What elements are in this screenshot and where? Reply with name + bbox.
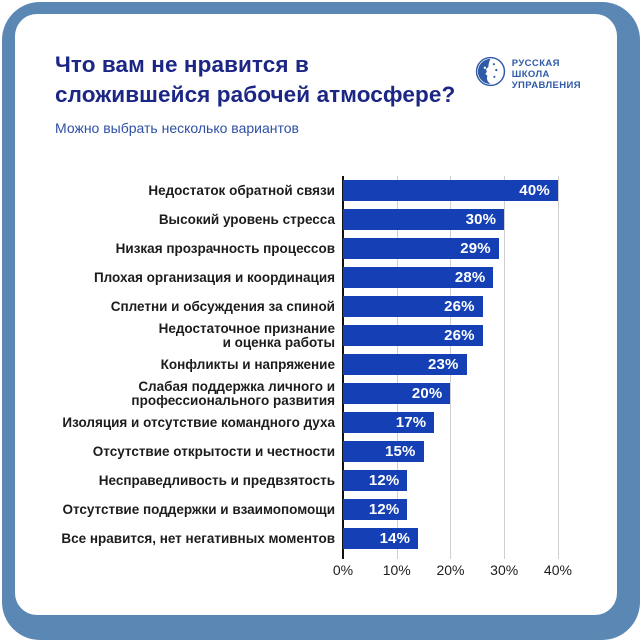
chart-row: Плохая организация и координация 28% (55, 263, 597, 292)
bar-track: 15% (343, 441, 595, 462)
rsu-globe-face-icon (475, 56, 506, 92)
chart-row: Изоляция и отсутствие командного духа 17% (55, 408, 597, 437)
bar: 40% (343, 180, 558, 201)
bar-track: 29% (343, 238, 595, 259)
chart-row: Отсутствие открытости и честности 15% (55, 437, 597, 466)
bar-value-label: 15% (384, 443, 416, 460)
category-label: Отсутствие открытости и честности (92, 443, 335, 459)
bar-value-label: 26% (444, 298, 475, 315)
category-label: Сплетни и обсуждения за спиной (110, 298, 335, 314)
bar-track: 12% (343, 470, 595, 491)
plot-area: Недостаток обратной связи 40% Высокий уров… (55, 176, 597, 553)
chart-row: Все нравится, нет негативных моментов 14% (55, 524, 597, 553)
x-axis-label: 20% (436, 562, 465, 578)
bar-chart: Недостаток обратной связи 40% Высокий уров… (55, 176, 597, 583)
infographic-card: Что вам не нравится в сложившейся рабоче… (15, 14, 617, 615)
bar-value-label: 29% (460, 240, 491, 257)
bar: 17% (343, 412, 435, 433)
chart-row: Низкая прозрачность процессов 29% (55, 234, 597, 263)
x-axis: 0% 10% 20% 30% 40% (333, 553, 595, 583)
x-axis-label: 30% (490, 562, 519, 578)
header-text: Что вам не нравится в сложившейся рабоче… (55, 50, 465, 136)
logo-text: РУССКАЯ ШКОЛА УПРАВЛЕНИЯ (512, 58, 581, 91)
bar-value-label: 20% (411, 385, 443, 402)
axis-tick (504, 553, 506, 559)
gridline (557, 176, 559, 553)
bar-track: 12% (343, 499, 595, 520)
logo-line-2: ШКОЛА (511, 68, 550, 80)
logo-line-3: УПРАВЛЕНИЯ (511, 79, 581, 91)
axis-tick (396, 553, 398, 559)
bar-value-label: 30% (465, 211, 497, 228)
category-label: Высокий уровень стресса (158, 211, 335, 227)
bar-track: 28% (343, 267, 595, 288)
axis-tick (450, 553, 452, 559)
bar: 15% (343, 441, 424, 462)
category-label: Недостаток обратной связи (148, 182, 335, 198)
bar-track: 26% (343, 296, 595, 317)
logo-line-1: РУССКАЯ (511, 57, 560, 69)
category-label: Низкая прозрачность процессов (115, 240, 335, 256)
bar: 23% (343, 354, 467, 375)
bar-track: 30% (343, 209, 595, 230)
category-label: Недостаточное признание и оценка работы (158, 320, 335, 350)
rsu-logo: РУССКАЯ ШКОЛА УПРАВЛЕНИЯ (475, 56, 581, 92)
bar: 26% (343, 325, 483, 346)
bar-value-label: 14% (379, 530, 411, 547)
bar-track: 14% (343, 528, 595, 549)
x-axis-label: 0% (332, 562, 354, 578)
chart-row: Высокий уровень стресса 30% (55, 205, 597, 234)
page-title: Что вам не нравится в сложившейся рабоче… (55, 52, 456, 107)
header: Что вам не нравится в сложившейся рабоче… (55, 50, 597, 136)
chart-row: Слабая поддержка личного и профессиональн… (55, 379, 597, 408)
bar: 30% (343, 209, 505, 230)
bar-value-label: 40% (519, 182, 550, 199)
bar-value-label: 17% (395, 414, 427, 431)
bar: 29% (343, 238, 499, 259)
bar-value-label: 12% (368, 472, 400, 489)
bar: 14% (343, 528, 419, 549)
category-label: Конфликты и напряжение (160, 356, 335, 372)
chart-rows: Недостаток обратной связи 40% Высокий уров… (55, 176, 597, 553)
bar-track: 40% (343, 180, 595, 201)
bar: 20% (343, 383, 451, 404)
bar: 28% (343, 267, 494, 288)
category-label: Все нравится, нет негативных моментов (61, 530, 335, 546)
axis-tick (557, 553, 559, 559)
bar: 12% (343, 470, 408, 491)
chart-row: Недостаточное признание и оценка работы 26… (55, 321, 597, 350)
page-subtitle: Можно выбрать несколько вариантов (55, 120, 299, 136)
bar: 26% (343, 296, 483, 317)
category-label: Несправедливость и предвзятость (98, 472, 335, 488)
bar-track: 20% (343, 383, 595, 404)
chart-row: Несправедливость и предвзятость 12% (55, 466, 597, 495)
bar-value-label: 28% (454, 269, 486, 286)
bar-track: 23% (343, 354, 595, 375)
bar: 12% (343, 499, 408, 520)
category-label: Плохая организация и координация (93, 269, 335, 285)
gridline (504, 176, 506, 553)
category-label: Слабая поддержка личного и профессиональн… (131, 378, 335, 408)
chart-row: Отсутствие поддержки и взаимопомощи 12% (55, 495, 597, 524)
category-label: Изоляция и отсутствие командного духа (62, 414, 335, 430)
bar-track: 17% (343, 412, 595, 433)
chart-row: Конфликты и напряжение 23% (55, 350, 597, 379)
bar-value-label: 23% (427, 356, 459, 373)
chart-row: Недостаток обратной связи 40% (55, 176, 597, 205)
bar-value-label: 26% (444, 327, 475, 344)
x-axis-label: 40% (543, 562, 572, 578)
axis-tick (342, 553, 344, 559)
bar-value-label: 12% (368, 501, 400, 518)
category-label: Отсутствие поддержки и взаимопомощи (62, 501, 335, 517)
bar-track: 26% (343, 325, 595, 346)
x-axis-label: 10% (382, 562, 411, 578)
chart-row: Сплетни и обсуждения за спиной 26% (55, 292, 597, 321)
